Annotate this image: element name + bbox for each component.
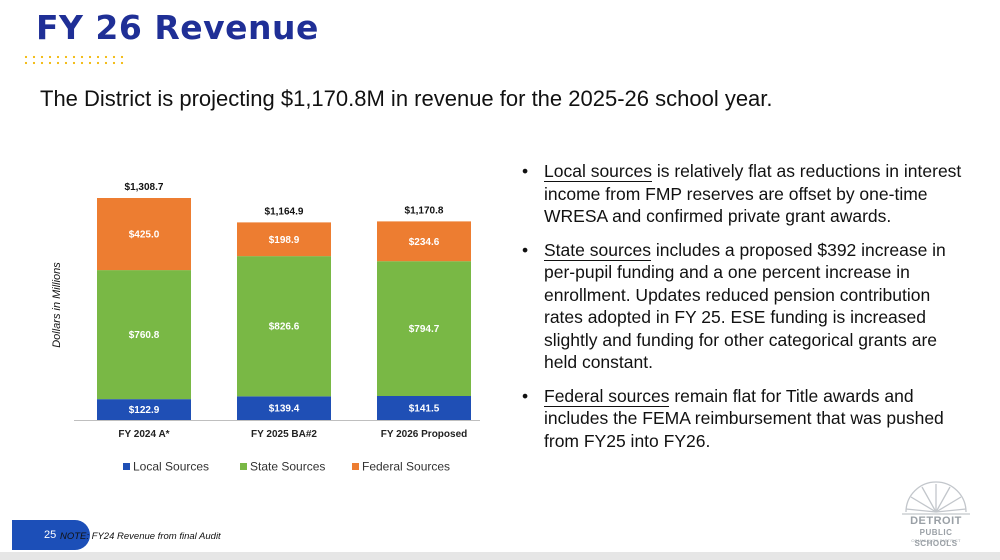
logo-text-detroit: DETROIT PUBLIC SCHOOLS <box>900 516 972 549</box>
page-number-pill <box>12 520 90 550</box>
revenue-bullets: Local sources is relatively flat as redu… <box>522 160 972 463</box>
bar-local-sources-1 <box>237 396 331 420</box>
bullet-local-text: is relatively flat as reductions in inte… <box>544 161 962 226</box>
data-label-local-sources-2: $141.5 <box>409 403 440 414</box>
bullet-federal-text: remain flat for Title awards and include… <box>544 385 944 451</box>
bullet-local: Local sources is relatively flat as redu… <box>522 160 972 228</box>
bottom-band <box>0 552 1000 560</box>
bar-state-sources-2 <box>377 261 471 396</box>
total-label-0: $1,308.7 <box>125 182 164 193</box>
legend-swatch-2 <box>352 463 359 470</box>
total-label-2: $1,170.8 <box>405 205 444 216</box>
bar-local-sources-0 <box>97 399 191 420</box>
revenue-stacked-bar-chart: Dollars in Millions $122.9 $760.8 $425.0 $1,… <box>51 182 480 474</box>
bar-local-sources-2 <box>377 395 471 420</box>
category-label-0: FY 2024 A* <box>118 429 169 440</box>
data-label-state-sources-2: $794.7 <box>409 324 440 335</box>
category-label-1: FY 2025 BA#2 <box>251 429 317 440</box>
legend-label-2: Federal Sources <box>362 460 450 474</box>
bullet-federal-lead: Federal sources <box>544 385 670 407</box>
data-label-state-sources-1: $826.6 <box>269 322 300 333</box>
logo-line3: COMMUNITY DISTRICT <box>911 538 961 543</box>
logo-line2: PUBLIC SCHOOLS <box>914 528 958 548</box>
data-label-federal-sources-2: $234.6 <box>409 237 440 248</box>
bullet-state-lead: State sources <box>544 239 651 261</box>
sunburst-logo-icon <box>902 481 970 515</box>
logo-line1: DETROIT <box>910 515 962 527</box>
bullet-federal: Federal sources remain flat for Title aw… <box>522 385 972 453</box>
total-label-1: $1,164.9 <box>265 206 304 217</box>
bar-federal-sources-1 <box>237 222 331 257</box>
footnote: NOTE: FY24 Revenue from final Audit <box>60 531 221 542</box>
data-label-local-sources-1: $139.4 <box>269 404 300 415</box>
data-label-federal-sources-1: $198.9 <box>269 235 300 246</box>
legend-swatch-0 <box>123 463 130 470</box>
slide-title: FY 26 Revenue <box>36 8 319 47</box>
y-axis-label: Dollars in Millions <box>51 262 63 348</box>
bar-federal-sources-0 <box>97 198 191 271</box>
slide-subtitle: The District is projecting $1,170.8M in … <box>40 86 773 111</box>
legend-label-1: State Sources <box>250 460 325 474</box>
bullet-state-text: includes a proposed $392 increase in per… <box>544 239 946 373</box>
bullet-state: State sources includes a proposed $392 i… <box>522 239 972 374</box>
legend-swatch-1 <box>240 463 247 470</box>
data-label-state-sources-0: $760.8 <box>129 330 160 341</box>
bar-state-sources-0 <box>97 270 191 400</box>
bar-federal-sources-2 <box>377 221 471 262</box>
legend-label-0: Local Sources <box>133 460 209 474</box>
data-label-federal-sources-0: $425.0 <box>129 230 160 241</box>
category-label-2: FY 2026 Proposed <box>381 429 468 440</box>
bullet-local-lead: Local sources <box>544 161 652 182</box>
bar-state-sources-1 <box>237 256 331 397</box>
title-dots-decoration <box>24 55 124 65</box>
data-label-local-sources-0: $122.9 <box>129 405 160 416</box>
page-number: 25 <box>44 529 57 541</box>
